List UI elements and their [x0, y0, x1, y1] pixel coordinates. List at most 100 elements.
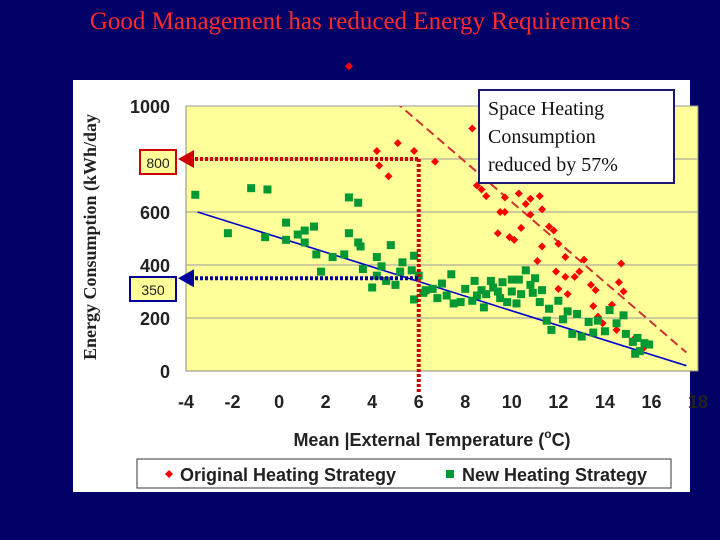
data-point-original: [591, 286, 600, 295]
y-axis-label: Energy Consumption (kWh/day: [80, 114, 101, 360]
data-point-new: [477, 286, 486, 295]
marker-label-800-text: 800: [146, 155, 170, 171]
data-point-new: [293, 230, 302, 239]
annotation-line-1: Space Heating: [488, 98, 605, 120]
data-point-new: [633, 333, 642, 342]
annotation-line-2: Consumption: [488, 126, 596, 148]
data-point-new: [600, 327, 609, 336]
data-point-new: [247, 184, 256, 193]
data-point-new: [507, 275, 516, 284]
data-point-original: [482, 192, 491, 201]
data-point-new: [572, 310, 581, 319]
marker-label-800-box: [139, 149, 177, 175]
legend-new-label: New Heating Strategy: [462, 465, 647, 485]
data-point-new: [340, 250, 349, 259]
data-point-original: [496, 208, 505, 216]
data-point-new: [496, 294, 505, 303]
data-point-new: [493, 287, 502, 296]
data-point-original: [561, 272, 570, 281]
data-point-original: [500, 208, 509, 216]
data-point-new: [300, 226, 309, 235]
data-point-new: [300, 238, 309, 247]
data-point-new: [368, 283, 377, 292]
data-point-new: [517, 290, 526, 299]
data-point-new: [328, 253, 337, 262]
data-point-new: [542, 316, 551, 325]
data-point-original: [510, 235, 519, 244]
data-point-new: [372, 271, 381, 280]
data-point-new: [428, 284, 437, 293]
data-point-new: [577, 332, 586, 341]
data-point-new: [628, 337, 637, 346]
data-point-original: [372, 147, 381, 156]
data-point-original: [521, 200, 530, 209]
x-tick-label: -4: [178, 392, 194, 412]
marker-label-800: 800: [139, 149, 177, 175]
data-point-new: [503, 298, 512, 307]
data-point-new: [498, 278, 507, 287]
data-point-new: [377, 262, 386, 271]
data-point-new: [372, 253, 381, 262]
data-point-original: [612, 325, 621, 334]
data-point-new: [472, 291, 481, 300]
x-tick-label: 6: [414, 392, 424, 412]
data-point-original: [500, 193, 509, 202]
data-point-new: [531, 274, 540, 283]
data-point-new: [382, 276, 391, 285]
data-point-original: [535, 192, 544, 201]
y-tick-label: 600: [140, 203, 170, 223]
data-point-original: [614, 278, 623, 287]
data-point-new: [354, 198, 363, 207]
trendline-original: [398, 106, 688, 354]
data-point-new: [312, 250, 321, 259]
trendline-new: [197, 211, 687, 367]
data-point-new: [612, 319, 621, 328]
data-point-new: [645, 340, 654, 349]
x-tick-label: 4: [367, 392, 377, 412]
data-point-new: [619, 311, 628, 320]
legend-box: [136, 458, 672, 489]
reference-arrow-800: [178, 150, 194, 168]
trendlines: [197, 106, 688, 367]
data-point-original: [538, 205, 547, 214]
data-point-original: [563, 290, 572, 299]
data-point-new: [514, 275, 523, 284]
data-point-original: [619, 287, 628, 296]
data-point-new: [554, 296, 563, 305]
data-point-new: [410, 251, 419, 260]
data-point-new: [584, 317, 593, 326]
x-tick-label: -2: [225, 392, 241, 412]
data-point-new: [396, 267, 405, 276]
data-point-new: [356, 242, 365, 251]
data-point-new: [545, 304, 554, 313]
x-tick-label: 10: [502, 392, 522, 412]
data-point-new: [398, 258, 407, 267]
data-point-new: [344, 193, 353, 202]
data-point-new: [482, 290, 491, 299]
data-point-original: [554, 239, 563, 248]
data-point-original: [431, 157, 440, 166]
data-point-new: [261, 233, 270, 242]
data-point-new: [344, 229, 353, 238]
data-point-new: [589, 328, 598, 337]
y-tick-label: 0: [160, 362, 170, 382]
data-point-original: [517, 223, 526, 232]
data-point-new: [593, 316, 602, 325]
data-point-original: [514, 189, 523, 198]
x-tick-label: 12: [548, 392, 568, 412]
data-point-original: [575, 267, 584, 276]
x-axis-label: Mean |External Temperature (oC): [293, 427, 570, 450]
data-point-original: [468, 124, 477, 133]
data-point-new: [223, 229, 232, 238]
data-point-new: [489, 283, 498, 292]
data-point-original: [533, 257, 542, 266]
data-point-new: [433, 294, 442, 303]
legend-original-label: Original Heating Strategy: [180, 465, 396, 485]
data-point-new: [568, 329, 577, 338]
data-point-original: [570, 272, 579, 281]
data-point-new: [442, 291, 451, 300]
data-point-original: [344, 62, 353, 71]
marker-label-350: 350: [129, 276, 177, 302]
y-tick-label: 1000: [130, 97, 170, 117]
data-point-new: [468, 296, 477, 305]
